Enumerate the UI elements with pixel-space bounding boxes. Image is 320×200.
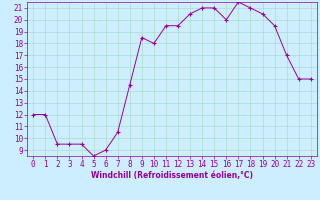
- X-axis label: Windchill (Refroidissement éolien,°C): Windchill (Refroidissement éolien,°C): [91, 171, 253, 180]
